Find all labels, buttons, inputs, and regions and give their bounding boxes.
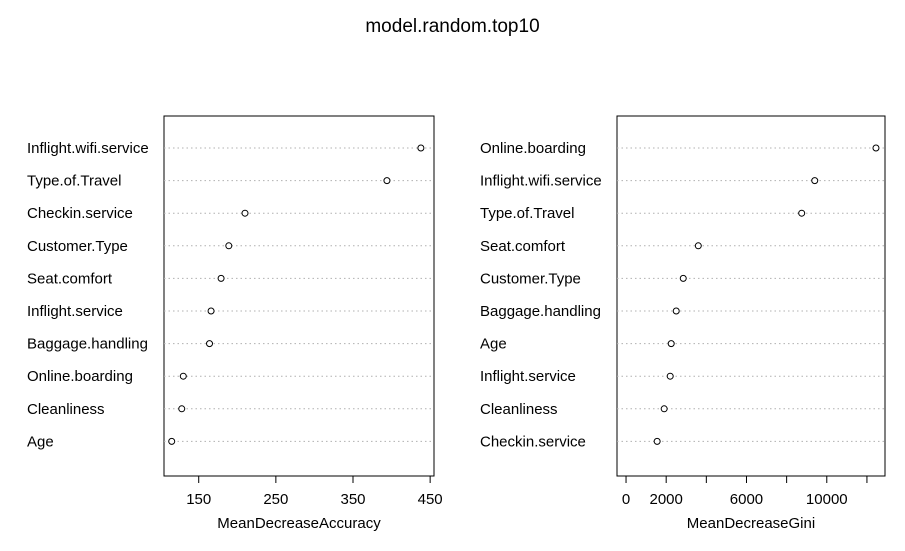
panel1-data-point xyxy=(207,307,215,315)
panel2-data-point xyxy=(660,405,668,413)
panel1-data-point xyxy=(206,340,214,348)
panel1-row-label: Type.of.Travel xyxy=(27,173,121,190)
panel2-row-label: Seat.comfort xyxy=(480,238,566,255)
panel1-row-label: Cleanliness xyxy=(27,401,105,418)
panel2-data-point xyxy=(679,274,687,282)
panel2-row-label: Cleanliness xyxy=(480,401,558,418)
panel1-x-tick-label: 450 xyxy=(418,491,443,508)
panel1-data-point xyxy=(178,405,186,413)
panel1-x-tick-label: 150 xyxy=(186,491,211,508)
panel1-data-point xyxy=(217,274,225,282)
panel2-data-point xyxy=(667,340,675,348)
panel1-plot-frame xyxy=(163,115,435,477)
panel2-row-label: Age xyxy=(480,336,507,353)
panel2-data-point xyxy=(653,437,661,445)
panel2-row-label: Inflight.service xyxy=(480,368,576,385)
panel2-data-point xyxy=(666,372,674,380)
panel1-x-tick-label: 250 xyxy=(263,491,288,508)
panel1-row-label: Inflight.wifi.service xyxy=(27,140,149,157)
panel1-x-tick-label: 350 xyxy=(340,491,365,508)
panel1-row-label: Inflight.service xyxy=(27,303,123,320)
panel1-data-point xyxy=(383,177,391,185)
panel2-data-point xyxy=(798,209,806,217)
panel1-row-label: Checkin.service xyxy=(27,205,133,222)
panel2-row-label: Inflight.wifi.service xyxy=(480,173,602,190)
panel2-data-point xyxy=(811,177,819,185)
panel1-data-point xyxy=(168,437,176,445)
panel1-data-point xyxy=(417,144,425,152)
panel2-row-label: Baggage.handling xyxy=(480,303,601,320)
panel2-x-axis-label: MeanDecreaseGini xyxy=(687,515,815,532)
panel1-row-label: Age xyxy=(27,433,54,450)
panel1-row-label: Baggage.handling xyxy=(27,336,148,353)
panel2-row-label: Checkin.service xyxy=(480,433,586,450)
panel2-data-point xyxy=(694,242,702,250)
panel1-row-label: Online.boarding xyxy=(27,368,133,385)
panel2-x-tick-label: 10000 xyxy=(806,491,848,508)
panel1-row-label: Seat.comfort xyxy=(27,270,113,287)
panel1-data-point xyxy=(241,209,249,217)
panel2-data-point xyxy=(872,144,880,152)
panel2-x-tick-label: 2000 xyxy=(649,491,682,508)
panel1-data-point xyxy=(225,242,233,250)
panel2-plot-frame xyxy=(616,115,886,477)
panel2-row-label: Online.boarding xyxy=(480,140,586,157)
panel2-row-label: Type.of.Travel xyxy=(480,205,574,222)
panel2-row-label: Customer.Type xyxy=(480,270,581,287)
panel2-data-point xyxy=(672,307,680,315)
chart-title: model.random.top10 xyxy=(365,16,540,37)
panel2-x-tick-label: 0 xyxy=(622,491,630,508)
panel1-x-axis-label: MeanDecreaseAccuracy xyxy=(217,515,381,532)
panel1-row-label: Customer.Type xyxy=(27,238,128,255)
panel1-data-point xyxy=(179,372,187,380)
panel2-x-tick-label: 6000 xyxy=(730,491,763,508)
